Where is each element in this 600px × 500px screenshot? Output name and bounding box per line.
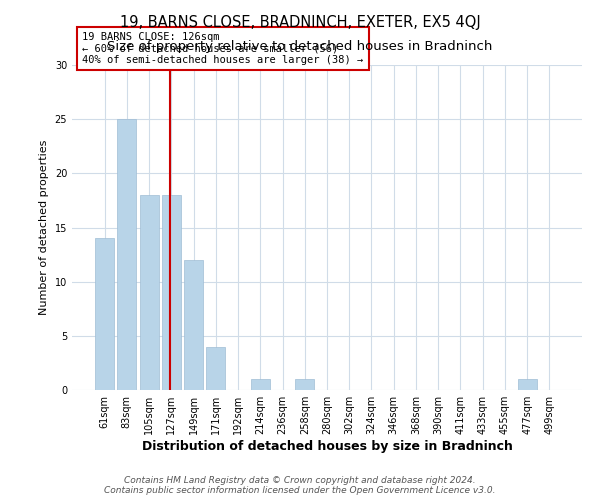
X-axis label: Distribution of detached houses by size in Bradninch: Distribution of detached houses by size …: [142, 440, 512, 453]
Bar: [184, 260, 203, 390]
Bar: [518, 379, 536, 390]
Text: Contains HM Land Registry data © Crown copyright and database right 2024.
Contai: Contains HM Land Registry data © Crown c…: [104, 476, 496, 495]
Y-axis label: Number of detached properties: Number of detached properties: [39, 140, 49, 315]
Bar: [162, 195, 181, 390]
Text: Size of property relative to detached houses in Bradninch: Size of property relative to detached ho…: [107, 40, 493, 53]
Bar: [140, 195, 158, 390]
Bar: [206, 346, 225, 390]
Bar: [118, 119, 136, 390]
Bar: [95, 238, 114, 390]
Text: 19 BARNS CLOSE: 126sqm
← 60% of detached houses are smaller (56)
40% of semi-det: 19 BARNS CLOSE: 126sqm ← 60% of detached…: [82, 32, 364, 65]
Bar: [251, 379, 270, 390]
Bar: [295, 379, 314, 390]
Text: 19, BARNS CLOSE, BRADNINCH, EXETER, EX5 4QJ: 19, BARNS CLOSE, BRADNINCH, EXETER, EX5 …: [119, 15, 481, 30]
